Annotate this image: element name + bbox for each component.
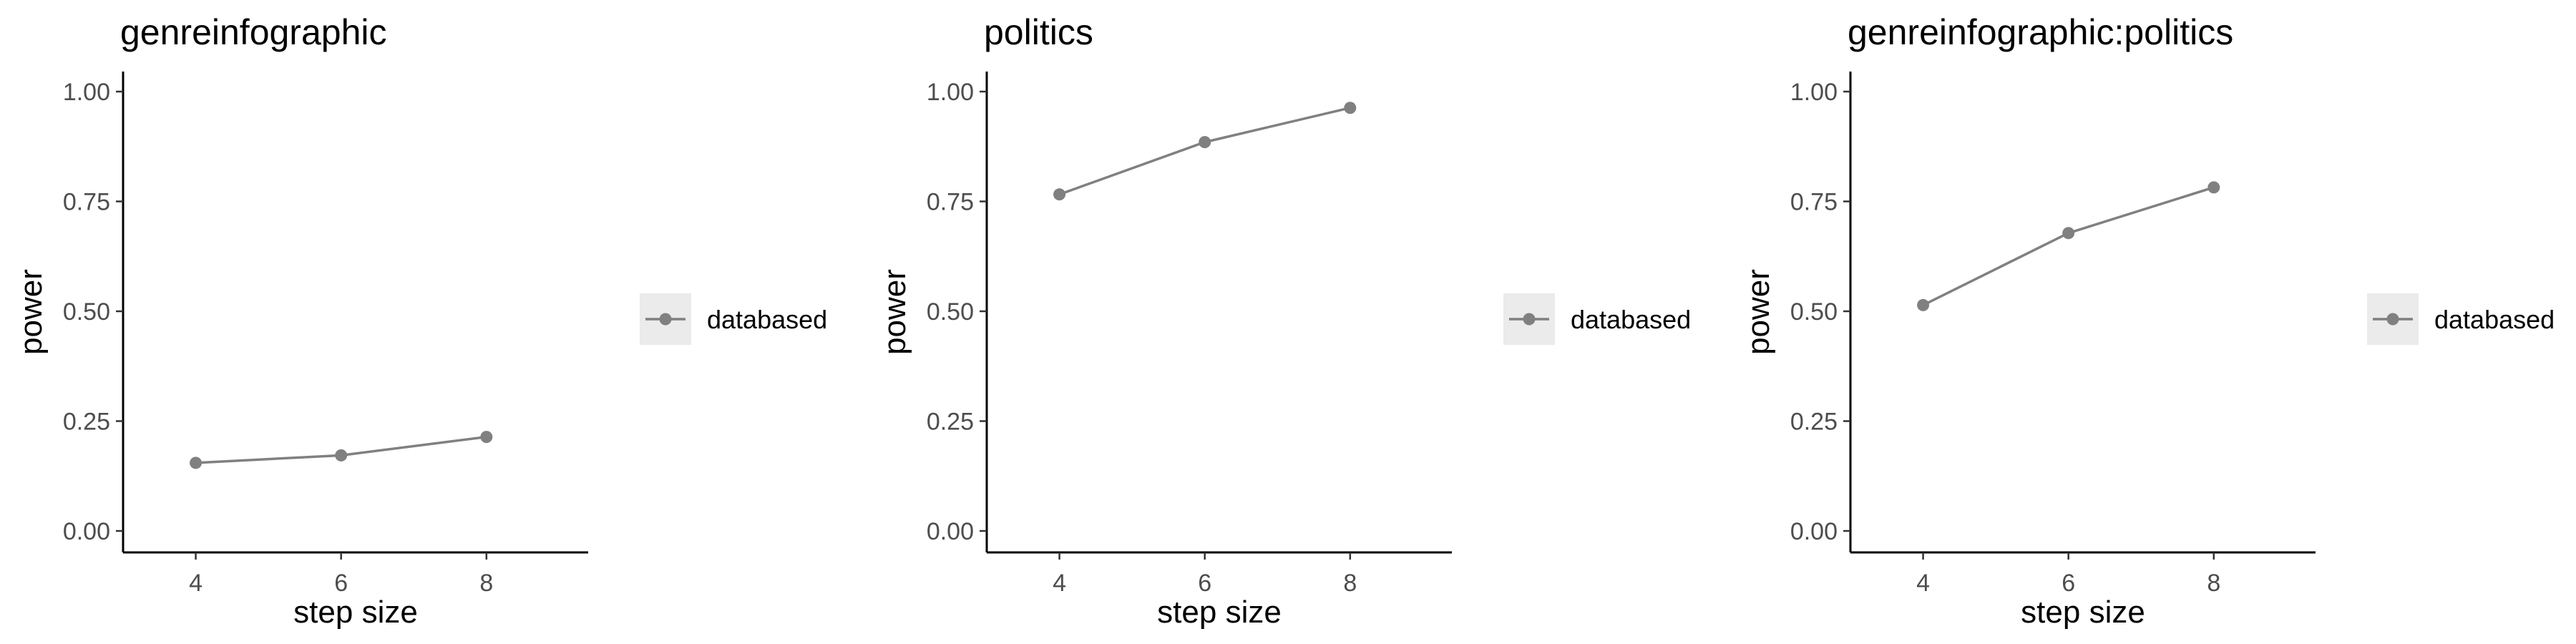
data-point [1199,136,1211,149]
data-point [480,431,493,444]
y-tick-label: 0.00 [63,518,110,545]
y-tick-label: 0.25 [1790,409,1838,436]
data-point [2062,227,2075,240]
y-tick-label: 0.00 [927,518,974,545]
panel-title: genreinfographic [120,12,387,52]
series-line [1058,107,1351,196]
y-axis-title: power [1741,269,1776,355]
x-tick-label: 8 [1343,570,1357,597]
y-tick-label: 0.50 [63,298,110,326]
y-axis-title: power [14,269,49,355]
legend-key-marker [659,313,672,326]
y-tick-label: 0.50 [1790,298,1838,326]
x-axis-title: step size [1157,595,1282,630]
y-tick-label: 0.75 [63,189,110,216]
data-point [335,449,348,462]
legend-key-marker [2386,313,2399,326]
y-tick-label: 1.00 [1790,79,1838,106]
legend-label: databased [1571,305,1691,334]
y-tick-label: 0.25 [63,409,110,436]
x-tick-label: 6 [2062,570,2075,597]
chart-panel: politics 0.00 0.25 0.50 0.75 1.00 4 6 8 step size… [877,12,1691,630]
data-point [1344,102,1357,114]
x-tick-label: 8 [479,570,493,597]
y-tick-label: 0.00 [1790,518,1838,545]
data-point [2207,181,2220,194]
panel-title: genreinfographic:politics [1848,12,2233,52]
panel-title: politics [984,12,1093,52]
y-axis-title: power [877,269,912,355]
data-point [1053,188,1066,201]
x-tick-label: 8 [2207,570,2220,597]
x-tick-label: 4 [189,570,203,597]
legend-label: databased [707,305,827,334]
x-tick-label: 6 [1198,570,1211,597]
data-point [190,457,203,469]
y-tick-label: 0.75 [927,189,974,216]
legend-key-marker [1523,313,1536,326]
y-tick-label: 1.00 [63,79,110,106]
x-axis-title: step size [2021,595,2145,630]
x-tick-label: 4 [1916,570,1930,597]
y-tick-label: 1.00 [927,79,974,106]
chart-panel: genreinfographic 0.00 0.25 0.50 0.75 1.00 4 6 8 s… [14,12,827,630]
chart-panel: genreinfographic:politics 0.00 0.25 0.50 0.7… [1741,12,2555,630]
x-axis-title: step size [293,595,418,630]
data-point [1917,298,1930,311]
y-tick-label: 0.25 [927,409,974,436]
y-tick-label: 0.50 [927,298,974,326]
legend-label: databased [2434,305,2555,334]
x-tick-label: 6 [334,570,348,597]
series-line [1922,186,2215,306]
y-tick-label: 0.75 [1790,189,1838,216]
x-tick-label: 4 [1053,570,1066,597]
